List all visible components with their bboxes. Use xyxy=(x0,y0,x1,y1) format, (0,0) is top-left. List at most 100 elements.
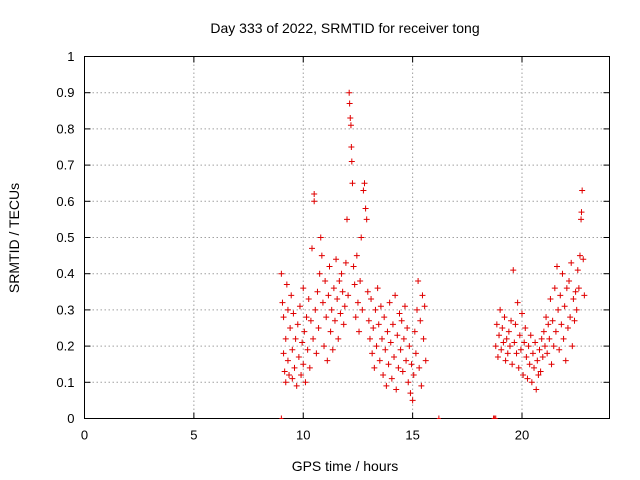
data-point xyxy=(536,346,543,353)
data-point xyxy=(405,379,412,386)
data-point xyxy=(296,303,303,310)
data-point xyxy=(566,277,573,284)
data-point xyxy=(363,216,370,223)
data-point xyxy=(501,314,508,321)
data-point xyxy=(414,306,420,313)
data-point xyxy=(392,292,399,299)
y-tick-label: 0.3 xyxy=(56,302,74,317)
data-point xyxy=(300,361,307,368)
data-point xyxy=(374,285,381,292)
data-point xyxy=(510,267,517,274)
data-point xyxy=(579,187,586,194)
data-point xyxy=(528,379,535,386)
data-point xyxy=(524,375,531,382)
data-point xyxy=(377,303,384,310)
data-point xyxy=(533,386,540,393)
data-point xyxy=(572,288,579,295)
data-point xyxy=(365,317,372,324)
data-point xyxy=(310,335,317,342)
data-point xyxy=(315,325,322,331)
data-point xyxy=(399,368,406,375)
data-point xyxy=(571,317,578,324)
data-point xyxy=(561,303,568,310)
data-point xyxy=(302,379,309,386)
data-point xyxy=(316,270,323,277)
data-point xyxy=(311,198,318,205)
data-point xyxy=(394,332,401,339)
data-point xyxy=(362,205,369,212)
data-point xyxy=(508,317,515,324)
data-point xyxy=(535,372,542,379)
data-point xyxy=(420,335,427,342)
x-tick-label: 0 xyxy=(81,428,88,443)
data-point xyxy=(318,252,325,259)
data-point xyxy=(506,343,513,350)
data-point xyxy=(348,158,355,165)
data-point xyxy=(397,346,404,353)
data-point xyxy=(407,390,414,397)
data-point xyxy=(345,292,352,299)
data-point xyxy=(393,386,400,393)
data-point xyxy=(409,397,416,404)
data-point xyxy=(325,292,332,299)
data-point xyxy=(300,285,307,292)
data-point xyxy=(387,339,394,346)
data-point xyxy=(359,306,366,313)
data-point xyxy=(293,382,300,389)
data-point xyxy=(337,310,344,317)
data-point xyxy=(303,314,310,321)
data-point xyxy=(327,328,334,335)
plot-frame xyxy=(84,56,610,419)
y-axis-title: SRMTID / TECUs xyxy=(6,183,22,293)
data-point xyxy=(299,339,306,346)
data-point xyxy=(522,325,529,331)
data-point xyxy=(381,314,388,321)
data-point xyxy=(544,350,551,357)
data-point xyxy=(389,321,396,328)
data-point xyxy=(520,372,527,379)
data-point xyxy=(313,350,320,357)
data-point xyxy=(290,310,297,317)
y-tick-label: 0.6 xyxy=(56,194,74,209)
data-point xyxy=(564,325,571,331)
data-point xyxy=(541,343,548,350)
data-point xyxy=(546,335,553,342)
data-point xyxy=(368,296,375,303)
data-point xyxy=(545,321,552,328)
data-point xyxy=(529,350,536,357)
data-point xyxy=(575,285,582,292)
data-point xyxy=(496,332,503,339)
data-point xyxy=(382,346,389,353)
data-point xyxy=(282,379,289,386)
y-tick-label: 0 xyxy=(67,411,74,426)
data-point xyxy=(396,310,403,317)
data-point xyxy=(280,350,287,357)
data-point xyxy=(333,256,340,263)
x-axis-title: GPS time / hours xyxy=(292,458,399,474)
data-point xyxy=(391,353,398,360)
data-point xyxy=(347,122,354,129)
data-point xyxy=(306,364,313,371)
data-point xyxy=(339,288,346,295)
data-point xyxy=(298,372,305,379)
data-point xyxy=(291,364,298,371)
data-points xyxy=(278,89,588,419)
data-point xyxy=(517,346,524,353)
data-point xyxy=(289,375,296,382)
data-point xyxy=(360,187,367,194)
data-point xyxy=(412,350,419,357)
data-point xyxy=(499,325,506,331)
data-point xyxy=(523,353,530,360)
data-point xyxy=(280,314,287,321)
data-point xyxy=(287,325,294,331)
data-point xyxy=(555,306,562,313)
data-point xyxy=(521,339,528,346)
x-tick-label: 20 xyxy=(515,428,529,443)
data-point xyxy=(383,382,390,389)
data-point xyxy=(347,115,354,122)
data-point xyxy=(330,285,337,292)
data-point xyxy=(376,357,383,364)
data-point xyxy=(563,285,570,292)
data-point xyxy=(314,288,321,295)
chart-title: Day 333 of 2022, SRMTID for receiver ton… xyxy=(210,20,479,36)
